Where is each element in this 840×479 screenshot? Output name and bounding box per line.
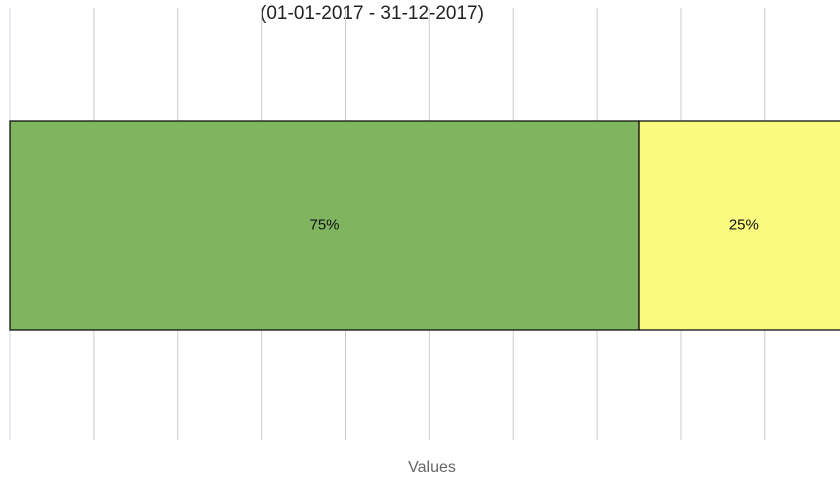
data-label: 25% [729,216,759,233]
x-axis-label: Values [408,459,456,476]
bar-segment [638,120,840,331]
data-label: 75% [309,216,339,233]
chart-subtitle: (01-01-2017 - 31-12-2017) [260,3,484,24]
bar-segment [9,120,640,331]
